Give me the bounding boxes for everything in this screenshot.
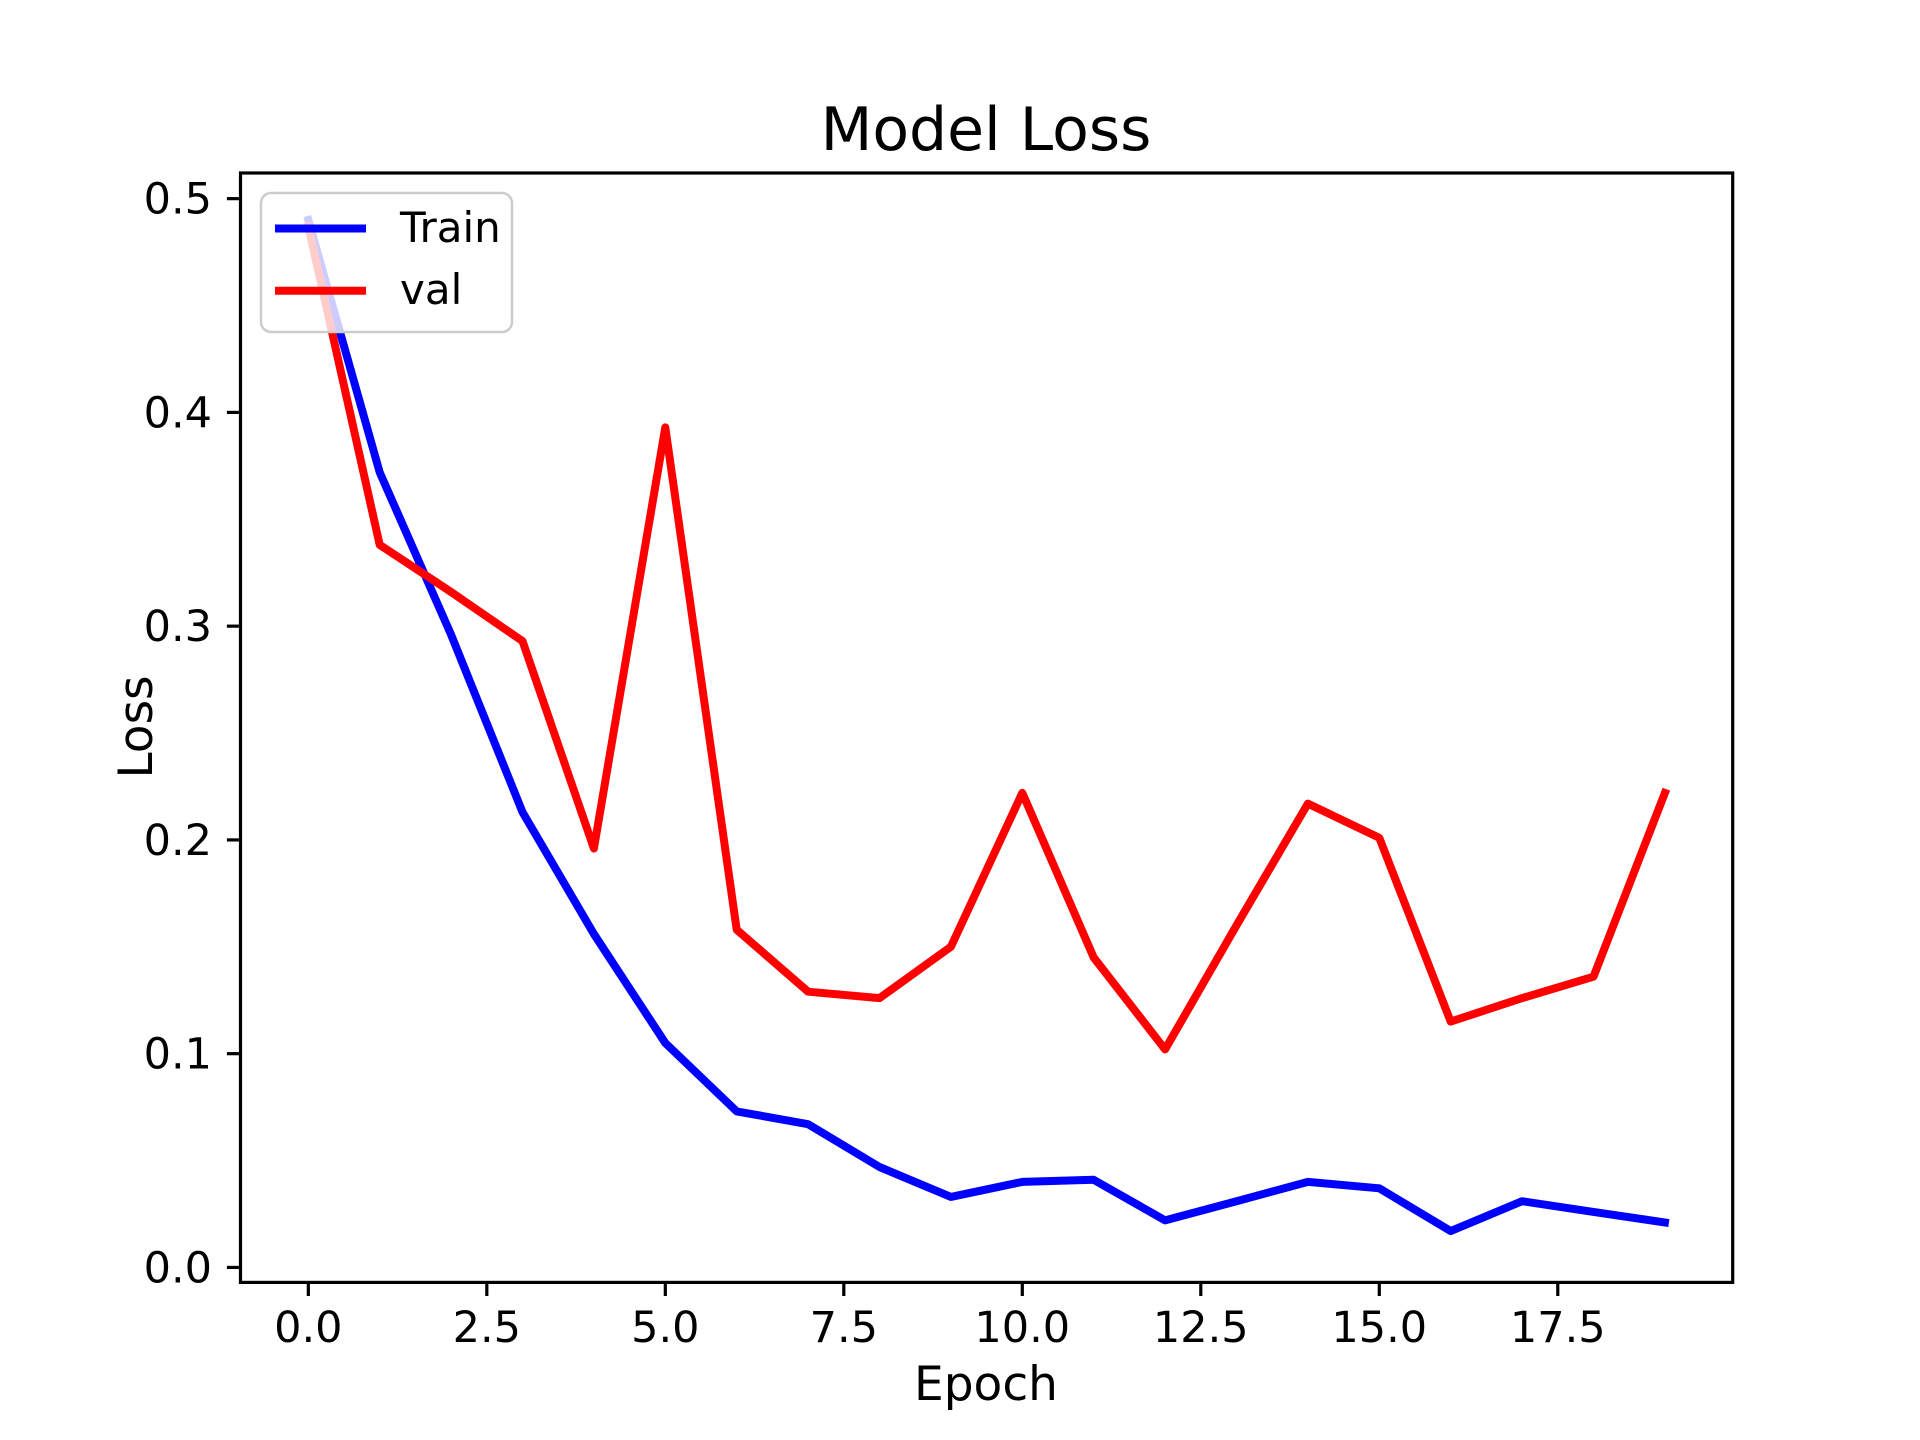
- y-axis-ticks: 0.0 0.1 0.2 0.3 0.4 0.5: [144, 175, 239, 1293]
- legend-val-label: val: [400, 265, 462, 314]
- x-tick-label: 7.5: [810, 1303, 878, 1353]
- y-tick-label: 0.0: [144, 1243, 212, 1293]
- y-tick-label: 0.1: [144, 1030, 212, 1080]
- x-axis-label: Epoch: [914, 1357, 1058, 1412]
- y-tick-label: 0.4: [144, 388, 212, 438]
- x-tick-label: 12.5: [1153, 1303, 1249, 1353]
- x-tick-label: 10.0: [974, 1303, 1070, 1353]
- y-tick-label: 0.3: [144, 602, 212, 652]
- x-tick-label: 15.0: [1331, 1303, 1427, 1353]
- y-axis-label: Loss: [109, 675, 164, 778]
- chart-title: Model Loss: [821, 95, 1152, 165]
- x-tick-label: 5.0: [631, 1303, 699, 1353]
- x-tick-label: 17.5: [1510, 1303, 1606, 1353]
- val-loss-line: [303, 221, 1671, 1054]
- legend: Train val: [259, 191, 514, 334]
- series-lines: [303, 215, 1671, 1236]
- x-tick-label: 2.5: [453, 1303, 521, 1353]
- y-tick-label: 0.2: [144, 816, 212, 866]
- plot-frame: [238, 171, 1735, 1285]
- x-axis-ticks: 0.0 2.5 5.0 7.5 10.0 12.5 15.0 17.5: [274, 1284, 1606, 1353]
- train-loss-line: [303, 215, 1670, 1236]
- y-tick-label: 0.5: [144, 175, 212, 225]
- x-tick-label: 0.0: [274, 1303, 342, 1353]
- legend-train-label: Train: [399, 203, 501, 252]
